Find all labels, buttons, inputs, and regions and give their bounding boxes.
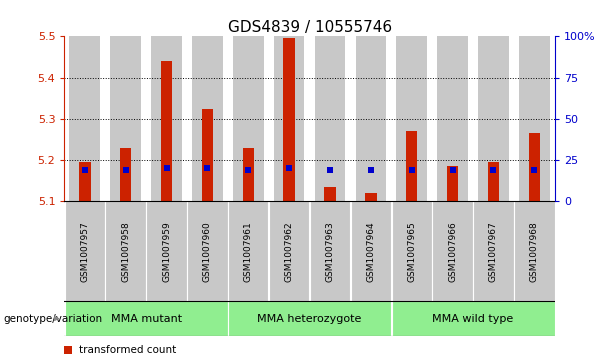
- Bar: [228, 201, 268, 301]
- Bar: [514, 201, 555, 301]
- Bar: [202, 109, 213, 201]
- Bar: [69, 36, 100, 201]
- Bar: [314, 36, 345, 201]
- Bar: [161, 61, 172, 201]
- Text: GSM1007963: GSM1007963: [326, 221, 335, 282]
- Text: GSM1007962: GSM1007962: [284, 221, 294, 282]
- Bar: [392, 201, 432, 301]
- Bar: [488, 162, 499, 201]
- Bar: [64, 301, 227, 336]
- Text: GSM1007961: GSM1007961: [244, 221, 253, 282]
- Bar: [269, 201, 310, 301]
- Bar: [310, 201, 350, 301]
- Bar: [105, 201, 146, 301]
- Bar: [365, 193, 376, 201]
- Bar: [397, 36, 427, 201]
- Text: MMA mutant: MMA mutant: [110, 314, 181, 323]
- Bar: [233, 36, 264, 201]
- Bar: [528, 133, 540, 201]
- Bar: [147, 201, 187, 301]
- Bar: [473, 201, 514, 301]
- Bar: [79, 162, 91, 201]
- Text: GSM1007967: GSM1007967: [489, 221, 498, 282]
- Text: GSM1007959: GSM1007959: [162, 221, 171, 282]
- Bar: [283, 38, 295, 201]
- Bar: [110, 36, 141, 201]
- Bar: [356, 36, 386, 201]
- Bar: [406, 131, 417, 201]
- Bar: [478, 36, 509, 201]
- Text: MMA wild type: MMA wild type: [432, 314, 514, 323]
- Text: GSM1007966: GSM1007966: [448, 221, 457, 282]
- Bar: [519, 36, 550, 201]
- Text: GSM1007965: GSM1007965: [407, 221, 416, 282]
- Bar: [120, 148, 131, 201]
- Bar: [187, 201, 227, 301]
- Bar: [151, 36, 182, 201]
- Bar: [437, 36, 468, 201]
- Bar: [228, 301, 391, 336]
- Bar: [243, 148, 254, 201]
- Bar: [351, 201, 391, 301]
- Bar: [324, 187, 336, 201]
- Bar: [447, 166, 459, 201]
- Text: genotype/variation: genotype/variation: [3, 314, 102, 323]
- Text: transformed count: transformed count: [79, 345, 177, 355]
- Text: GSM1007968: GSM1007968: [530, 221, 539, 282]
- Bar: [64, 201, 105, 301]
- Bar: [432, 201, 473, 301]
- Text: GSM1007964: GSM1007964: [367, 221, 375, 282]
- Bar: [392, 301, 555, 336]
- Text: MMA heterozygote: MMA heterozygote: [257, 314, 362, 323]
- Text: GSM1007958: GSM1007958: [121, 221, 130, 282]
- Title: GDS4839 / 10555746: GDS4839 / 10555746: [227, 20, 392, 35]
- Text: GSM1007957: GSM1007957: [80, 221, 89, 282]
- Text: GSM1007960: GSM1007960: [203, 221, 212, 282]
- Bar: [192, 36, 223, 201]
- Bar: [274, 36, 305, 201]
